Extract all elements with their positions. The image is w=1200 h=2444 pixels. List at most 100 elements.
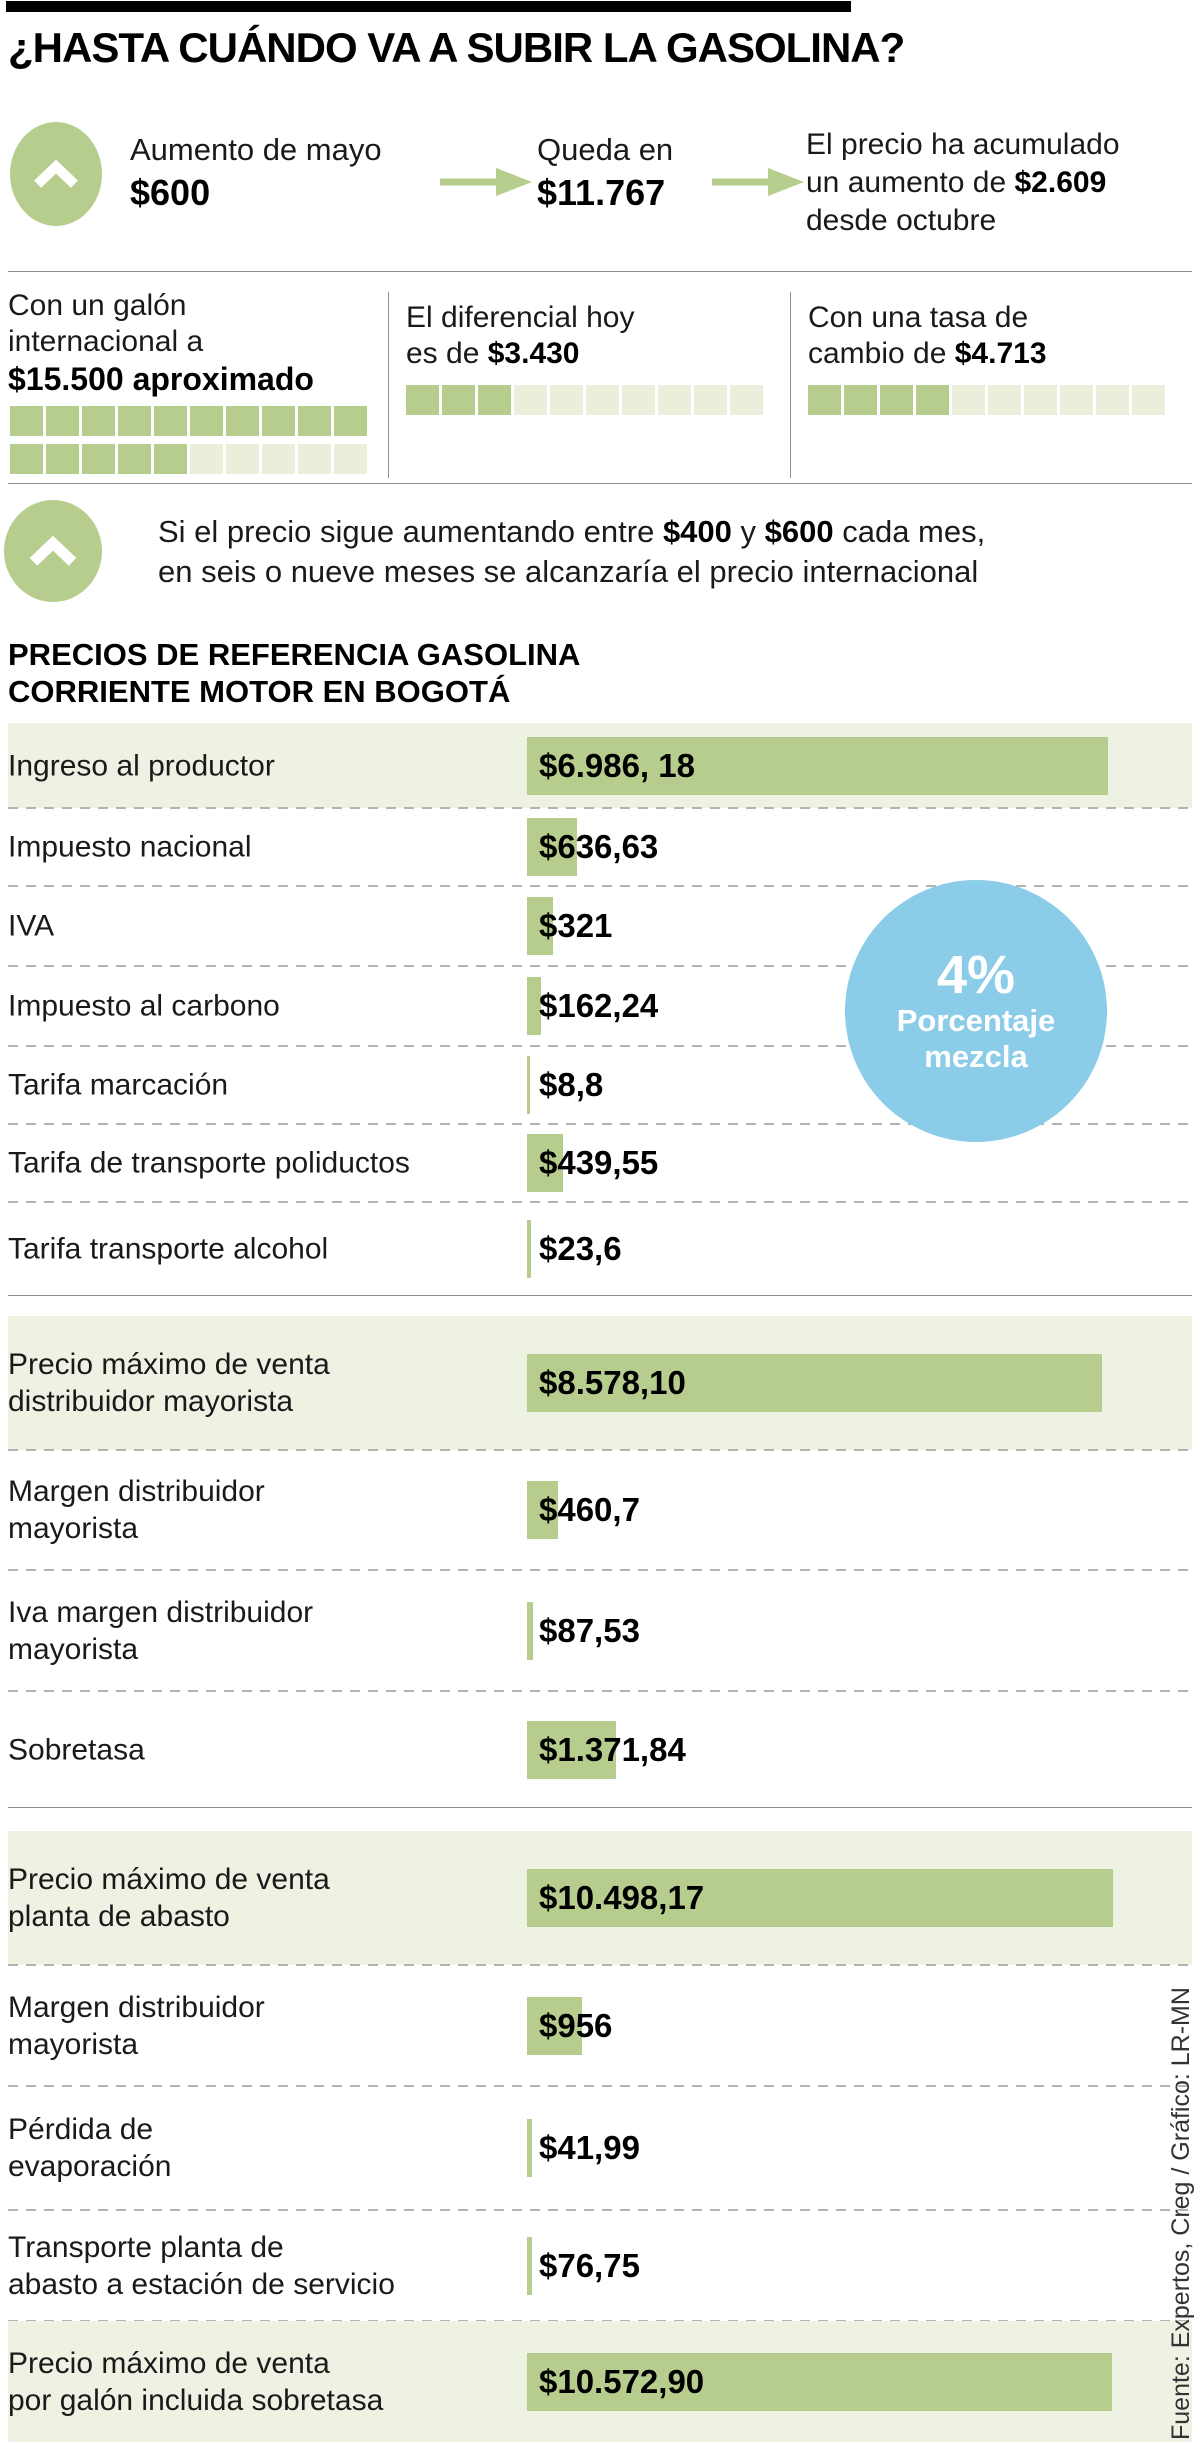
chart-row: IVA $321	[8, 886, 1192, 967]
chart-row-value: $10.572,90	[539, 2362, 705, 2400]
chart-row: Tarifa marcación $8,8	[8, 1046, 1192, 1125]
panel-2-line1: El diferencial hoy	[406, 301, 635, 334]
up-chevron-badge	[10, 122, 102, 226]
chart-row: Margen distribuidor mayorista $460,7	[8, 1450, 1192, 1571]
unit-square-empty	[988, 385, 1021, 415]
chart-bar	[527, 1134, 563, 1192]
panel-3-line2: cambio de $4.713	[808, 336, 1047, 372]
chart-row: Pérdida de evaporación $41,99	[8, 2086, 1192, 2211]
chart-row-label: Transporte planta de abasto a estación de…	[8, 2230, 395, 2301]
unit-square-filled	[10, 406, 43, 436]
unit-square-filled	[154, 444, 187, 474]
chart-row-value: $23,6	[539, 1230, 622, 1267]
unit-square-empty	[694, 385, 727, 415]
row-spacer	[8, 1808, 1192, 1831]
row-spacer	[8, 1296, 1192, 1316]
chart-row-label: Impuesto nacional	[8, 830, 252, 864]
note-line1-text: Si el precio sigue aumentando entre	[158, 514, 663, 549]
solid-separator	[8, 1807, 1192, 1808]
unit-square-filled	[82, 406, 115, 436]
chart-row: Tarifa de transporte poliductos $439,55	[8, 1124, 1192, 1203]
chart-row: Tarifa transporte alcohol $23,6	[8, 1202, 1192, 1296]
panel-tasa-cambio: Con una tasa de cambio de $4.713	[808, 300, 1047, 372]
flow-step-3-line3: desde octubre	[806, 204, 997, 237]
chart-row: Precio máximo de venta planta de abasto $1…	[8, 1831, 1192, 1966]
note-line1: Si el precio sigue aumentando entre $400…	[158, 512, 985, 552]
right-arrow-icon	[712, 168, 804, 196]
chart-row-value: $76,75	[539, 2246, 640, 2284]
flow-step-3-line2-text: un aumento de	[806, 166, 1015, 199]
unit-square-empty	[1132, 385, 1165, 415]
chart-row: Impuesto al carbono $162,24	[8, 966, 1192, 1047]
panel-3-line2-text: cambio de	[808, 337, 955, 370]
flow-step-1-value: $600	[130, 172, 211, 213]
chart-row-value: $460,7	[539, 1491, 640, 1528]
panel-3-line1: Con una tasa de	[808, 301, 1029, 334]
chart-row: Precio máximo de venta por galón incluida…	[8, 2321, 1192, 2442]
unit-square-filled	[442, 385, 475, 415]
unit-square-filled	[154, 406, 187, 436]
dashed-separator	[8, 807, 1192, 809]
chart-row-label: Tarifa marcación	[8, 1068, 229, 1102]
unit-square-empty	[622, 385, 655, 415]
panel-1-line1: Con un galón	[8, 289, 187, 322]
panel-1-value: $15.500 aproximado	[8, 361, 314, 397]
unit-square-empty	[550, 385, 583, 415]
chart-row-label: Impuesto al carbono	[8, 989, 280, 1023]
chart-bar	[527, 897, 553, 955]
unit-square-empty	[514, 385, 547, 415]
unit-square-filled	[916, 385, 949, 415]
mix-percentage-label2: mezcla	[924, 1039, 1028, 1074]
chevron-up-icon	[29, 535, 77, 566]
panel-2-line2: es de $3.430	[406, 336, 634, 372]
chart-row: Impuesto nacional $636,63	[8, 808, 1192, 887]
unit-square-row	[10, 406, 380, 436]
solid-separator	[8, 1295, 1192, 1296]
chart-row-label: Tarifa de transporte poliductos	[8, 1146, 410, 1180]
flow-step-3-line2: un aumento de $2.609	[806, 164, 1120, 202]
flow-step-1: Aumento de mayo $600	[130, 132, 382, 214]
chart-row: Iva margen distribuidor mayorista $87,53	[8, 1570, 1192, 1692]
unit-square-filled	[10, 444, 43, 474]
dashed-separator	[8, 885, 1192, 887]
unit-square-empty	[1024, 385, 1057, 415]
flow-step-2-value: $11.767	[537, 172, 666, 213]
chart-row-label: Tarifa transporte alcohol	[8, 1232, 329, 1266]
divider-line	[8, 271, 1192, 272]
unit-square-filled	[298, 406, 331, 436]
unit-square-filled	[844, 385, 877, 415]
unit-square-filled	[190, 406, 223, 436]
unit-square-filled	[118, 406, 151, 436]
panel-3-value: $4.713	[954, 337, 1047, 370]
unit-square-empty	[952, 385, 985, 415]
section-heading: PRECIOS DE REFERENCIA GASOLINA CORRIENTE…	[8, 636, 580, 710]
dashed-separator	[8, 965, 1192, 967]
dashed-separator	[8, 1569, 1192, 1571]
unit-square-row	[10, 444, 380, 474]
unit-square-row	[406, 385, 776, 415]
chart-row-label: IVA	[8, 909, 55, 943]
flow-step-3-line1: El precio ha acumulado	[806, 128, 1120, 161]
section-heading-line1: PRECIOS DE REFERENCIA GASOLINA	[8, 637, 581, 672]
dashed-separator	[8, 1449, 1192, 1451]
unit-square-filled	[808, 385, 841, 415]
chart-row-label: Precio máximo de venta distribuidor mayor…	[8, 1348, 330, 1418]
unit-square-filled	[406, 385, 439, 415]
chart-row-value: $439,55	[539, 1144, 659, 1181]
column-divider	[388, 292, 389, 478]
unit-square-empty	[730, 385, 763, 415]
chart-row: Margen distribuidor mayorista $956	[8, 1965, 1192, 2087]
chart-row-value: $8,8	[539, 1066, 604, 1103]
flow-step-2: Queda en $11.767	[537, 132, 673, 214]
chart-row-label: Ingreso al productor	[8, 749, 275, 782]
panel-2-line2-text: es de	[406, 337, 488, 370]
dashed-separator	[8, 2085, 1192, 2087]
chart-row-value: $41,99	[539, 2129, 640, 2166]
unit-square-filled	[334, 406, 367, 436]
note-value-2: $600	[764, 514, 834, 549]
chart-row-label: Iva margen distribuidor mayorista	[8, 1595, 314, 1666]
unit-square-filled	[226, 406, 259, 436]
unit-square-filled	[46, 406, 79, 436]
up-chevron-badge	[4, 500, 102, 602]
